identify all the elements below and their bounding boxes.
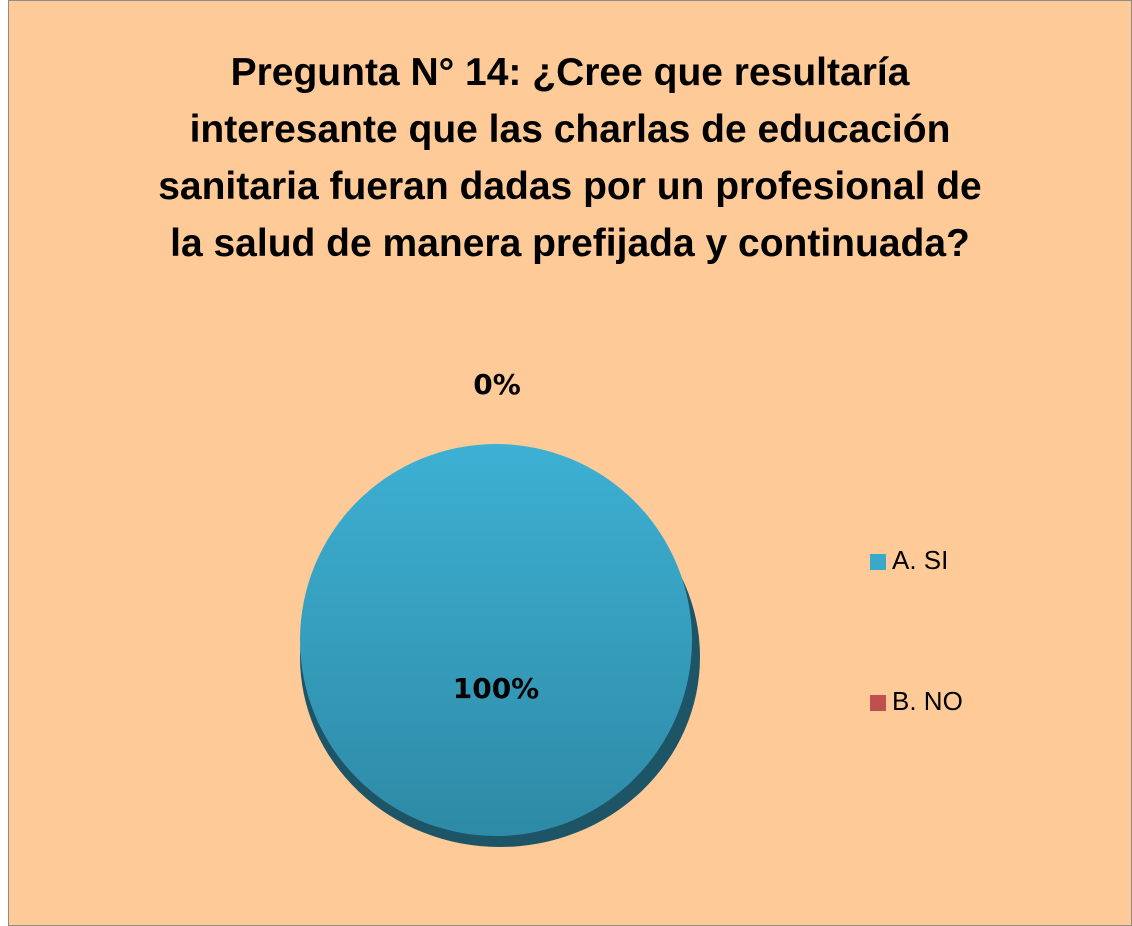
pie — [300, 444, 692, 836]
pie-slice — [300, 444, 692, 836]
legend-label: B. NO — [892, 686, 963, 716]
data-label: 100% — [453, 672, 540, 705]
legend-swatch — [870, 695, 886, 711]
legend-label: A. SI — [892, 545, 948, 575]
chart-title: Pregunta N° 14: ¿Cree que resultaría int… — [158, 51, 982, 265]
data-label: 0% — [473, 368, 521, 401]
legend-swatch — [870, 554, 886, 570]
